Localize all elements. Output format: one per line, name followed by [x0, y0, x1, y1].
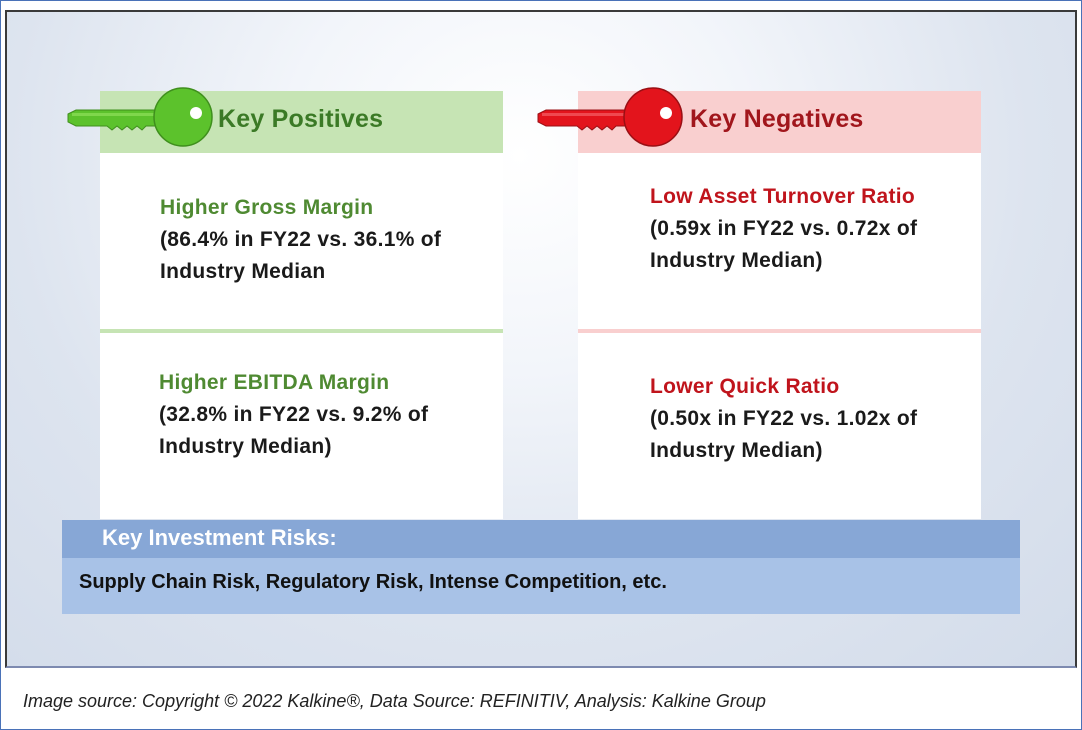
negative-item-detail: (0.59x in FY22 vs. 0.72x of [650, 217, 918, 240]
positive-item-detail: (32.8% in FY22 vs. 9.2% of [159, 403, 429, 426]
risks-title: Key Investment Risks: [102, 525, 337, 550]
positive-item-title: Higher Gross Margin [160, 196, 374, 219]
negative-item-detail: (0.50x in FY22 vs. 1.02x of [650, 407, 918, 430]
positive-item-title: Higher EBITDA Margin [159, 371, 390, 394]
positive-item: Higher Gross Margin (86.4% in FY22 vs. 3… [160, 192, 441, 288]
positive-item-detail: (86.4% in FY22 vs. 36.1% of [160, 228, 442, 251]
negative-item-detail-2: Industry Median) [650, 249, 823, 272]
image-caption: Image source: Copyright © 2022 Kalkine®,… [23, 691, 766, 711]
negatives-title: Key Negatives [690, 105, 864, 133]
positives-title: Key Positives [218, 105, 384, 133]
negatives-card [578, 153, 981, 519]
red-key-icon [537, 87, 683, 147]
negative-item-detail-2: Industry Median) [650, 439, 823, 462]
positives-header: Key Positives [100, 91, 503, 153]
negatives-divider [578, 329, 981, 333]
risks-text: Supply Chain Risk, Regulatory Risk, Inte… [79, 571, 667, 593]
positive-item: Higher EBITDA Margin (32.8% in FY22 vs. … [159, 367, 428, 463]
positive-item-detail-2: Industry Median [160, 260, 326, 283]
risks-body: Supply Chain Risk, Regulatory Risk, Inte… [62, 558, 1020, 614]
negative-item: Low Asset Turnover Ratio (0.59x in FY22 … [650, 181, 917, 277]
positive-item-detail-2: Industry Median) [159, 435, 332, 458]
positives-divider [100, 329, 503, 333]
green-key-icon [67, 87, 213, 147]
positives-card [100, 153, 503, 519]
negative-item-title: Lower Quick Ratio [650, 375, 840, 398]
risks-header: Key Investment Risks: [62, 520, 1020, 558]
negative-item: Lower Quick Ratio (0.50x in FY22 vs. 1.0… [650, 371, 917, 467]
negative-item-title: Low Asset Turnover Ratio [650, 185, 916, 208]
